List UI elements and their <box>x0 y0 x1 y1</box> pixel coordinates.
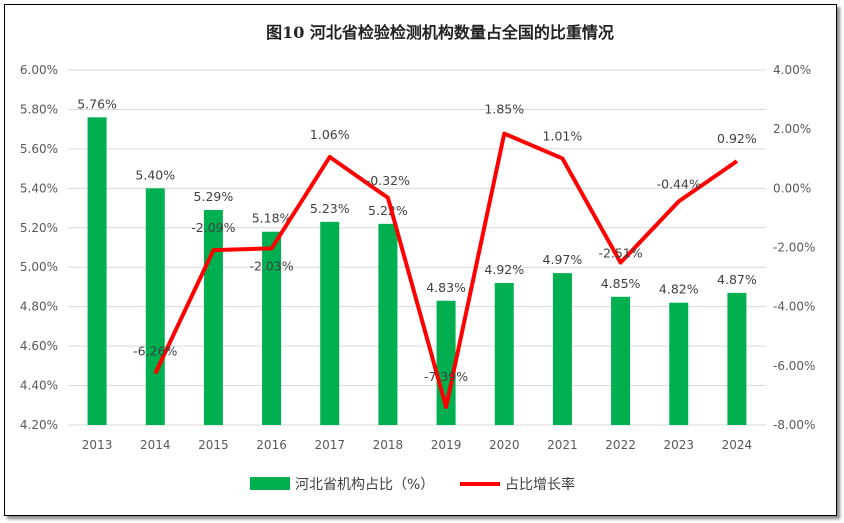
bar-data-label: 4.87% <box>717 272 757 287</box>
bar <box>262 231 282 425</box>
y-left-tick-label: 4.20% <box>20 418 58 432</box>
line-data-label: 1.85% <box>484 102 524 117</box>
y-right-tick-label: -2.00% <box>773 241 815 255</box>
bar-data-label: 4.82% <box>659 282 699 297</box>
legend-label-line: 占比增长率 <box>505 476 575 493</box>
bar <box>727 292 747 425</box>
line-data-label: -6.26% <box>133 344 177 359</box>
y-left-tick-label: 4.40% <box>20 379 58 393</box>
line-data-label: -7.39% <box>424 369 468 384</box>
bar-data-label: 4.97% <box>543 252 583 267</box>
growth-line <box>153 131 739 409</box>
x-tick-label: 2016 <box>256 438 287 452</box>
bar <box>552 273 572 425</box>
x-tick-label: 2018 <box>373 438 404 452</box>
bar-data-label: 5.29% <box>194 189 234 204</box>
bar-data-label: 5.23% <box>310 201 350 216</box>
line-data-label: -2.03% <box>249 258 293 273</box>
x-tick-label: 2017 <box>314 438 345 452</box>
x-tick-label: 2019 <box>431 438 462 452</box>
bar <box>378 223 398 425</box>
bar <box>494 283 514 425</box>
y-right-tick-label: -4.00% <box>773 300 815 314</box>
x-tick-label: 2021 <box>547 438 578 452</box>
bar <box>611 296 631 425</box>
y-right-tick-label: 4.00% <box>773 63 811 77</box>
bar <box>145 188 165 425</box>
y-left-tick-label: 4.80% <box>20 300 58 314</box>
y-left-tick-label: 6.00% <box>20 63 58 77</box>
line-data-label: -2.51% <box>598 246 642 261</box>
x-tick-label: 2014 <box>140 438 171 452</box>
chart-frame <box>4 4 837 516</box>
bar-data-label: 4.83% <box>426 280 466 295</box>
x-tick-label: 2023 <box>663 438 694 452</box>
line-data-label: -0.32% <box>366 173 410 188</box>
bar-data-label: 4.85% <box>601 276 641 291</box>
y-right-tick-label: -8.00% <box>773 418 815 432</box>
x-tick-label: 2015 <box>198 438 229 452</box>
y-right-tick-label: 0.00% <box>773 181 811 195</box>
y-left-tick-label: 5.40% <box>20 181 58 195</box>
chart-title: 图10 河北省检验检测机构数量占全国的比重情况 <box>266 23 614 42</box>
bar-data-label: 5.76% <box>77 96 117 111</box>
legend-label-bar: 河北省机构占比（%） <box>295 477 434 493</box>
bar-data-label: 5.40% <box>135 167 175 182</box>
x-tick-label: 2024 <box>722 438 753 452</box>
line-data-label: 0.92% <box>717 131 757 146</box>
bar <box>669 302 689 425</box>
y-left-tick-label: 5.60% <box>20 142 58 156</box>
x-tick-label: 2013 <box>82 438 113 452</box>
line-data-label: 1.01% <box>543 128 583 143</box>
bar-data-label: 5.18% <box>252 211 292 226</box>
y-left-tick-label: 5.80% <box>20 102 58 116</box>
y-left-tick-label: 4.60% <box>20 339 58 353</box>
bar <box>87 117 107 425</box>
x-tick-label: 2020 <box>489 438 520 452</box>
y-left-tick-label: 5.20% <box>20 221 58 235</box>
legend-swatch-bar <box>250 477 290 490</box>
bar-data-label: 4.92% <box>484 262 524 277</box>
y-left-tick-label: 5.00% <box>20 260 58 274</box>
y-right-tick-label: -6.00% <box>773 359 815 373</box>
line-data-label: 1.06% <box>310 127 350 142</box>
x-tick-label: 2022 <box>605 438 636 452</box>
line-data-label: -0.44% <box>657 176 701 191</box>
line-data-label: -2.09% <box>191 220 235 235</box>
bar-data-label: 5.22% <box>368 203 408 218</box>
y-right-tick-label: 2.00% <box>773 122 811 136</box>
bar <box>320 221 340 425</box>
bar <box>203 210 223 425</box>
